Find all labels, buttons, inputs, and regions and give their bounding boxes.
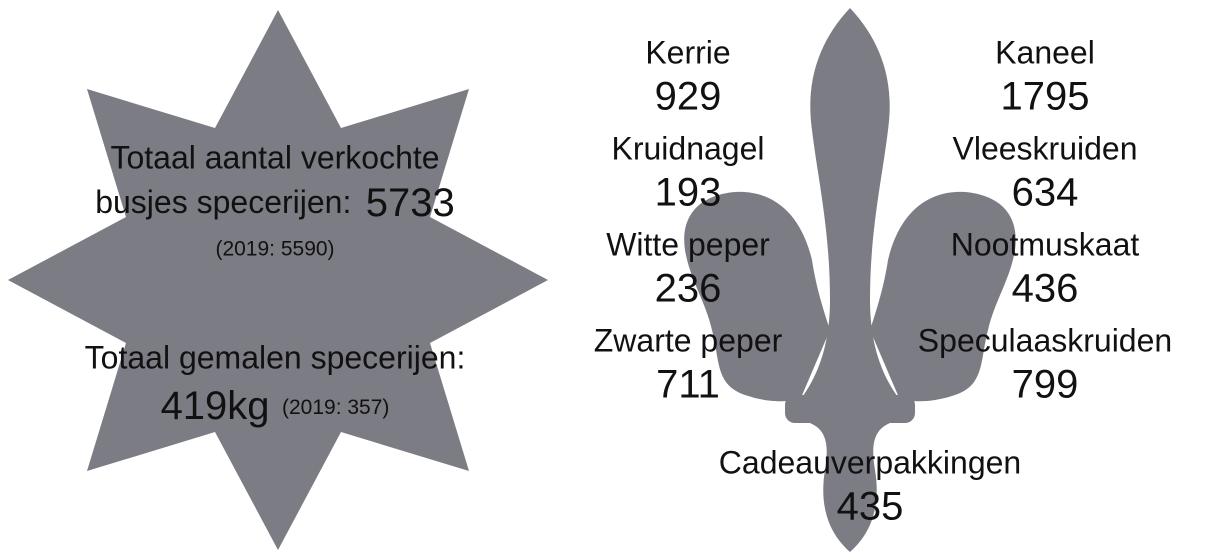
spice-value: 799 — [1012, 363, 1079, 407]
spice-label: Nootmuskaat — [951, 226, 1140, 262]
ground-label: Totaal gemalen specerijen: — [85, 339, 466, 375]
spice-value: 193 — [655, 171, 722, 215]
spice-value: 236 — [655, 267, 722, 311]
spice-label: Cadeauverpakkingen — [719, 444, 1021, 480]
spice-label: Kruidnagel — [612, 130, 765, 166]
ground-value: 419kg — [161, 384, 270, 428]
spice-label: Witte peper — [606, 226, 770, 262]
sold-line2: busjes specerijen: 5733 — [95, 181, 455, 225]
infographic: Totaal aantal verkochte busjes specerije… — [0, 0, 1209, 555]
sold-label: busjes specerijen: — [95, 184, 351, 220]
spice-label: Speculaaskruiden — [918, 322, 1172, 358]
sold-previous: (2019: 5590) — [215, 238, 334, 261]
spice-value: 711 — [656, 363, 720, 407]
spice-label: Zwarte peper — [594, 322, 783, 358]
spice-value: 1795 — [1001, 75, 1090, 119]
spice-label: Kerrie — [645, 34, 730, 70]
ground-previous: (2019: 357) — [282, 396, 389, 419]
spice-label: Vleeskruiden — [953, 130, 1138, 166]
spice-value: 634 — [1012, 171, 1079, 215]
spice-value: 929 — [655, 75, 722, 119]
star-shape — [8, 10, 548, 550]
spice-value: 436 — [1012, 267, 1079, 311]
sold-line1: Totaal aantal verkochte — [110, 139, 439, 175]
page: Totaal aantal verkochte busjes specerije… — [0, 0, 1209, 555]
sold-value: 5733 — [366, 181, 455, 225]
spice-label: Kaneel — [995, 34, 1095, 70]
spice-value: 435 — [837, 485, 904, 529]
